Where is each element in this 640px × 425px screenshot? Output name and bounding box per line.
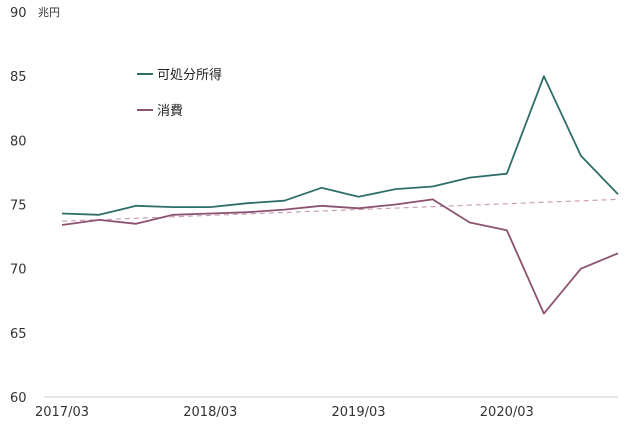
y-tick-label: 70: [10, 263, 27, 278]
series-line-disposable-income: [61, 75, 619, 216]
y-tick-label: 80: [10, 134, 27, 149]
x-tick-label: 2018/03: [183, 405, 237, 420]
trend-line: [61, 198, 619, 222]
y-axis-unit-label: 兆円: [38, 6, 60, 19]
series-group: [61, 75, 619, 315]
x-tick-label: 2017/03: [35, 405, 89, 420]
x-tick-label: 2020/03: [480, 405, 534, 420]
y-tick-label: 75: [10, 199, 27, 214]
legend-label-disposable-income: 可処分所得: [157, 67, 222, 83]
x-axis: 2017/03 2018/03 2019/03 2020/03: [35, 405, 534, 420]
y-tick-label: 90: [10, 6, 27, 21]
x-tick-label: 2019/03: [332, 405, 386, 420]
y-axis: 60 65 70 75 80 85 90: [10, 6, 27, 406]
series-line-consumption: [61, 198, 619, 315]
y-tick-label: 85: [10, 70, 27, 85]
legend: 可処分所得 消費: [137, 67, 222, 119]
y-tick-label: 65: [10, 327, 27, 342]
legend-label-consumption: 消費: [157, 104, 183, 119]
y-tick-label: 60: [10, 391, 27, 406]
